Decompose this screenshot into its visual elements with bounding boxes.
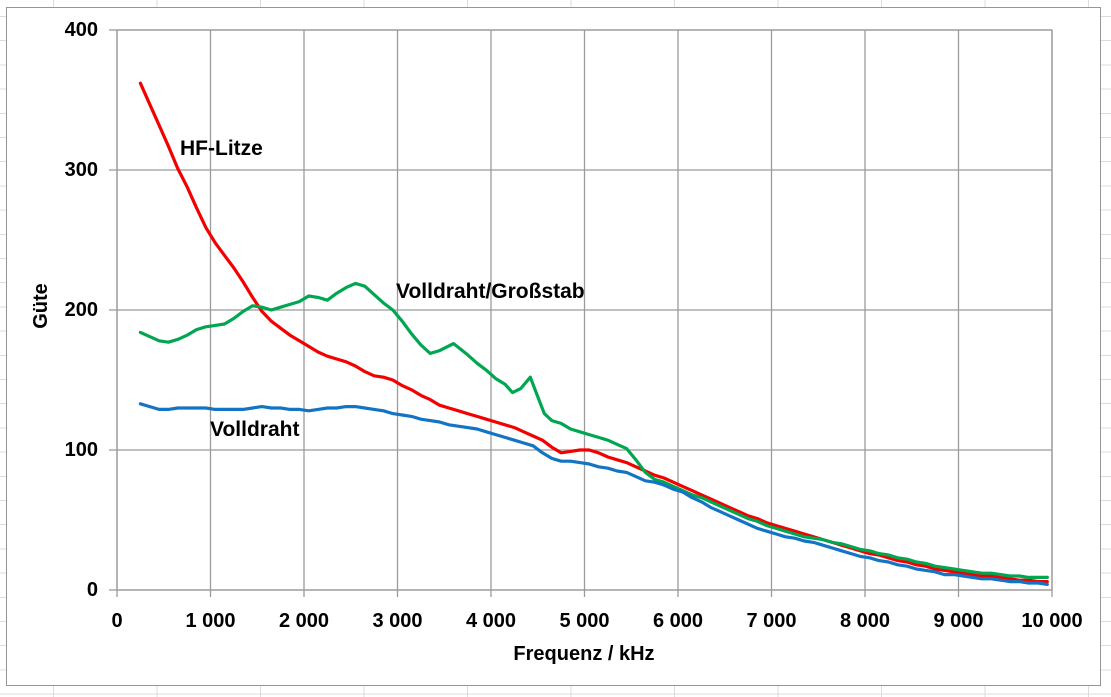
x-tick-label: 10 000 bbox=[1021, 610, 1083, 632]
series-label-volldraht: Volldraht bbox=[210, 418, 300, 441]
series-label-hf-litze: HF-Litze bbox=[180, 137, 263, 160]
y-tick-label: 100 bbox=[64, 439, 98, 461]
y-tick-label: 300 bbox=[64, 159, 98, 181]
x-tick-label: 9 000 bbox=[933, 610, 984, 632]
y-tick-label: 400 bbox=[64, 19, 98, 41]
y-tick-label: 200 bbox=[64, 299, 98, 321]
y-tick-label: 0 bbox=[86, 579, 98, 601]
x-tick-label: 6 000 bbox=[652, 610, 704, 632]
chart-object[interactable] bbox=[6, 7, 1101, 686]
x-tick-label: 8 000 bbox=[839, 610, 891, 632]
x-tick-label: 1 000 bbox=[185, 610, 236, 632]
x-tick-label: 3 000 bbox=[372, 610, 423, 632]
x-axis-title: Frequenz / kHz bbox=[513, 643, 655, 665]
series-label-volldraht-grossstab: Volldraht/Großstab bbox=[396, 280, 585, 303]
x-tick-label: 0 bbox=[111, 610, 123, 632]
x-tick-label: 4 000 bbox=[465, 610, 517, 632]
x-tick-label: 5 000 bbox=[559, 610, 610, 632]
y-axis-title: Güte bbox=[30, 283, 52, 329]
x-tick-label: 7 000 bbox=[746, 610, 797, 632]
x-tick-label: 2 000 bbox=[278, 610, 330, 632]
